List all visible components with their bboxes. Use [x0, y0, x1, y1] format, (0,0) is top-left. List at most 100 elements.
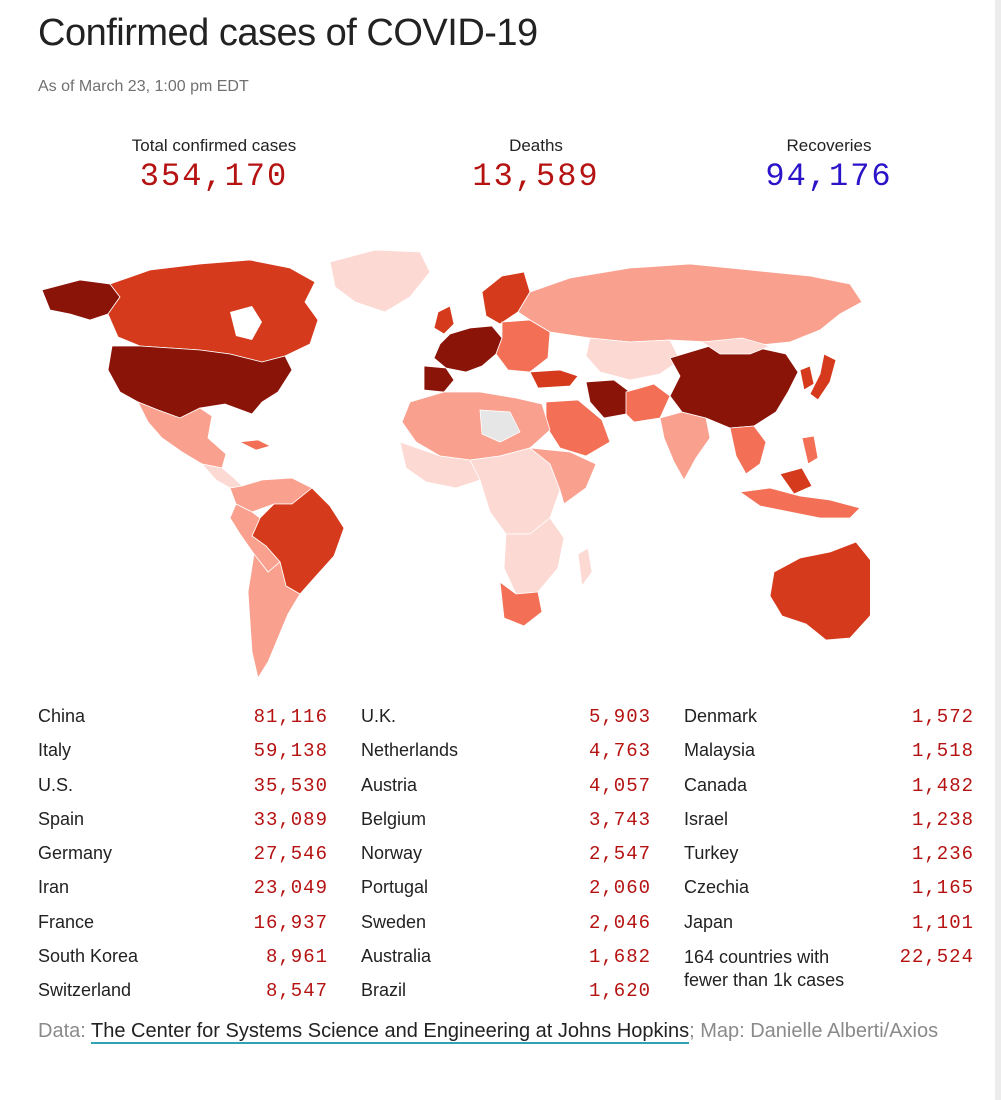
- case-count: 8,547: [265, 980, 328, 1003]
- stat-deaths-label: Deaths: [509, 136, 563, 155]
- table-row: U.K. 5,903: [361, 704, 651, 738]
- table-row: U.S. 35,530: [38, 773, 328, 807]
- table-column-2: U.K. 5,903 Netherlands 4,763 Austria 4,057 Bel…: [361, 704, 651, 1013]
- table-row: Austria 4,057: [361, 773, 651, 807]
- country-name: Iran: [38, 877, 70, 898]
- region-philippines: [801, 435, 819, 465]
- country-name: Australia: [361, 946, 432, 967]
- region-uk: [433, 305, 455, 335]
- region-mongolia: [700, 337, 772, 355]
- table-column-3: Denmark 1,572 Malaysia 1,518 Canada 1,482 Isra…: [684, 704, 974, 990]
- table-row: Italy 59,138: [38, 738, 328, 772]
- table-column-1: China 81,116 Italy 59,138 U.S. 35,530 Spain 33,…: [38, 704, 328, 1013]
- case-count: 1,101: [911, 911, 974, 934]
- region-iberia: [423, 365, 455, 393]
- country-name: South Korea: [38, 946, 139, 967]
- country-name: U.S.: [38, 774, 74, 795]
- source-link[interactable]: The Center for Systems Science and Engin…: [91, 1020, 690, 1044]
- table-row: Denmark 1,572: [684, 704, 974, 738]
- country-name: Canada: [684, 774, 748, 795]
- region-indonesia: [738, 487, 861, 519]
- table-row: Portugal 2,060: [361, 875, 651, 909]
- region-afghanistan-pakistan: [625, 383, 671, 423]
- case-count: 1,572: [911, 706, 974, 728]
- region-east-africa: [528, 447, 597, 505]
- case-count: 1,518: [911, 740, 974, 763]
- country-name: Norway: [361, 843, 423, 864]
- case-count: 2,060: [588, 877, 651, 900]
- country-name: Germany: [38, 843, 113, 864]
- table-row: Norway 2,547: [361, 841, 651, 875]
- table-row: Australia 1,682: [361, 944, 651, 978]
- stat-deaths-value: 13,589: [472, 158, 600, 195]
- region-southeast-asia: [729, 425, 767, 475]
- country-name: France: [38, 911, 95, 932]
- table-row: Belgium 3,743: [361, 807, 651, 841]
- region-australia: [769, 541, 870, 641]
- table-row: Spain 33,089: [38, 807, 328, 841]
- region-india: [659, 411, 711, 481]
- case-count: 33,089: [253, 808, 328, 831]
- country-name: Brazil: [361, 980, 407, 1001]
- case-count: 59,138: [253, 740, 328, 763]
- region-russia: [517, 263, 863, 347]
- case-count: 5,903: [588, 706, 651, 728]
- case-count: 16,937: [253, 911, 328, 934]
- region-borneo: [779, 467, 813, 495]
- region-japan: [809, 353, 837, 401]
- table-row: Netherlands 4,763: [361, 738, 651, 772]
- case-count: 23,049: [253, 877, 328, 900]
- case-count: 35,530: [253, 774, 328, 797]
- country-name: Sweden: [361, 911, 427, 932]
- region-sahara-no-data: [479, 409, 521, 443]
- country-name: Denmark: [684, 706, 758, 726]
- table-row: Israel 1,238: [684, 807, 974, 841]
- region-central-asia: [585, 337, 681, 381]
- country-name: Turkey: [684, 843, 739, 864]
- case-count: 8,961: [265, 946, 328, 969]
- region-turkey: [529, 369, 579, 389]
- table-row: China 81,116: [38, 704, 328, 738]
- stat-deaths: Deaths 13,589: [406, 136, 666, 195]
- region-madagascar: [577, 547, 593, 588]
- case-count: 4,057: [588, 774, 651, 797]
- country-name: Spain: [38, 808, 85, 829]
- world-map: [41, 249, 870, 680]
- region-west-africa: [399, 441, 481, 489]
- case-count: 1,238: [911, 808, 974, 831]
- case-count: 22,524: [899, 946, 974, 969]
- region-south-africa: [499, 581, 543, 627]
- table-row: Sweden 2,046: [361, 910, 651, 944]
- country-name: Netherlands: [361, 740, 459, 761]
- table-row: Germany 27,546: [38, 841, 328, 875]
- table-row: South Korea 8,961: [38, 944, 328, 978]
- country-name: Czechia: [684, 877, 750, 898]
- page-title: Confirmed cases of COVID-19: [38, 12, 538, 54]
- case-count: 2,046: [588, 911, 651, 934]
- case-count: 1,236: [911, 843, 974, 866]
- case-count: 1,482: [911, 774, 974, 797]
- region-greenland: [329, 249, 431, 313]
- table-row: France 16,937: [38, 910, 328, 944]
- country-name: Switzerland: [38, 980, 132, 1001]
- table-row: Iran 23,049: [38, 875, 328, 909]
- case-count: 3,743: [588, 808, 651, 831]
- region-korea: [799, 365, 815, 391]
- stat-recoveries-label: Recoveries: [786, 136, 872, 155]
- region-mexico: [137, 401, 227, 469]
- stat-recoveries-value: 94,176: [765, 158, 893, 195]
- source-suffix: ; Map: Danielle Alberti/Axios: [689, 1020, 939, 1042]
- country-name: Belgium: [361, 808, 427, 829]
- country-name: 164 countries with fewer than 1k cases: [684, 947, 845, 991]
- region-southern-africa: [503, 517, 565, 595]
- table-row: Japan 1,101: [684, 910, 974, 944]
- case-count: 1,620: [588, 980, 651, 1003]
- table-row: Czechia 1,165: [684, 875, 974, 909]
- country-name: U.K.: [361, 706, 397, 726]
- case-count: 27,546: [253, 843, 328, 866]
- case-count: 2,547: [588, 843, 651, 866]
- stat-total: Total confirmed cases 354,170: [84, 136, 344, 195]
- region-southern-cone: [247, 553, 301, 680]
- case-count: 1,682: [588, 946, 651, 969]
- region-caribbean: [238, 439, 271, 451]
